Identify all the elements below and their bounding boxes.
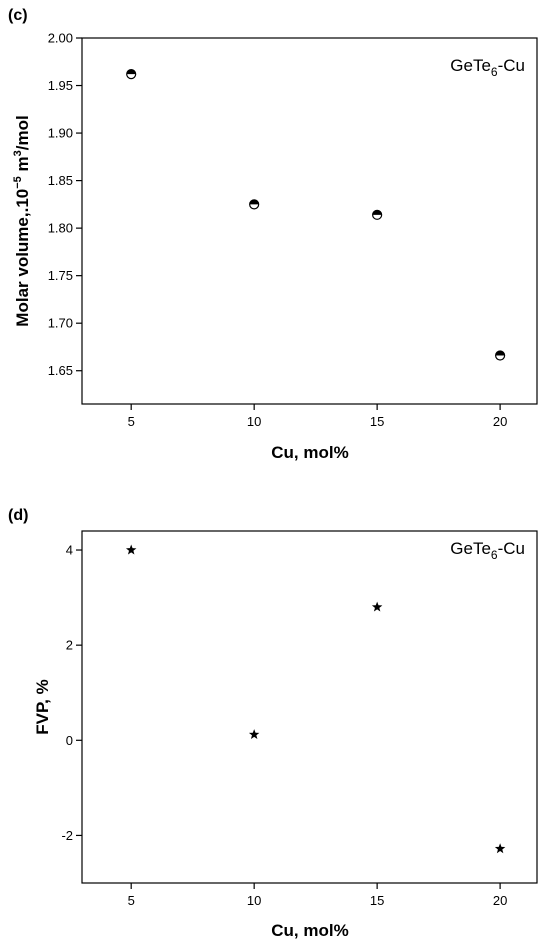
c-data-point bbox=[249, 199, 260, 210]
d-x-tick-label: 10 bbox=[247, 893, 261, 908]
panel-c-annotation: GeTe6-Cu bbox=[450, 56, 525, 79]
c-data-point bbox=[126, 69, 137, 80]
d-x-tick-label: 5 bbox=[128, 893, 135, 908]
c-y-tick-label: 2.00 bbox=[48, 31, 73, 46]
c-y-tick-label: 1.95 bbox=[48, 78, 73, 93]
c-y-tick-label: 1.85 bbox=[48, 173, 73, 188]
panel-c-x-ticks: 5 10 15 20 bbox=[128, 404, 507, 429]
panel-c-y-ticks: 1.65 1.70 1.75 1.80 1.85 1.90 1.95 2.00 bbox=[48, 31, 82, 378]
panel-d-x-axis-title: Cu, mol% bbox=[271, 921, 348, 940]
d-data-point bbox=[371, 601, 383, 612]
c-y-tick-label: 1.80 bbox=[48, 221, 73, 236]
c-y-tick-label: 1.75 bbox=[48, 268, 73, 283]
c-data-point bbox=[372, 209, 383, 220]
c-y-tick-label: 1.90 bbox=[48, 126, 73, 141]
d-y-tick-label: 4 bbox=[66, 543, 73, 558]
c-x-tick-label: 10 bbox=[247, 414, 261, 429]
panel-d-y-axis-title: FVP, % bbox=[33, 679, 52, 734]
d-x-tick-label: 20 bbox=[493, 893, 507, 908]
panel-d-annotation: GeTe6-Cu bbox=[450, 539, 525, 562]
d-y-tick-label: 0 bbox=[66, 733, 73, 748]
d-y-tick-label: 2 bbox=[66, 638, 73, 653]
d-x-tick-label: 15 bbox=[370, 893, 384, 908]
panel-c-y-axis-title: Molar volume,.10−5 m3/mol bbox=[12, 115, 32, 326]
panel-c-x-axis-title: Cu, mol% bbox=[271, 443, 348, 462]
c-x-tick-label: 20 bbox=[493, 414, 507, 429]
panel-d-data-points bbox=[125, 544, 506, 854]
c-y-tick-label: 1.65 bbox=[48, 363, 73, 378]
panel-c-frame bbox=[81, 37, 538, 405]
c-data-point bbox=[495, 350, 506, 361]
panel-d-label: (d) bbox=[8, 507, 28, 524]
d-data-point bbox=[494, 843, 506, 854]
panel-d-x-ticks: 5 10 15 20 bbox=[128, 883, 507, 908]
c-x-tick-label: 5 bbox=[128, 414, 135, 429]
c-y-tick-label: 1.70 bbox=[48, 316, 73, 331]
panel-c: (c) GeTe6-Cu Cu, mol% Molar volume,.10−5… bbox=[8, 7, 538, 462]
panel-c-label: (c) bbox=[8, 7, 28, 24]
c-x-tick-label: 15 bbox=[370, 414, 384, 429]
panel-d-y-ticks: -2 0 2 4 bbox=[61, 543, 82, 843]
panel-d: (d) GeTe6-Cu Cu, mol% FVP, % 5 10 15 20 -2 0… bbox=[8, 507, 538, 940]
d-y-tick-label: -2 bbox=[61, 828, 73, 843]
d-data-point bbox=[125, 544, 137, 555]
panel-d-frame bbox=[81, 530, 538, 884]
d-data-point bbox=[248, 729, 260, 740]
panel-c-data-points bbox=[126, 69, 506, 361]
